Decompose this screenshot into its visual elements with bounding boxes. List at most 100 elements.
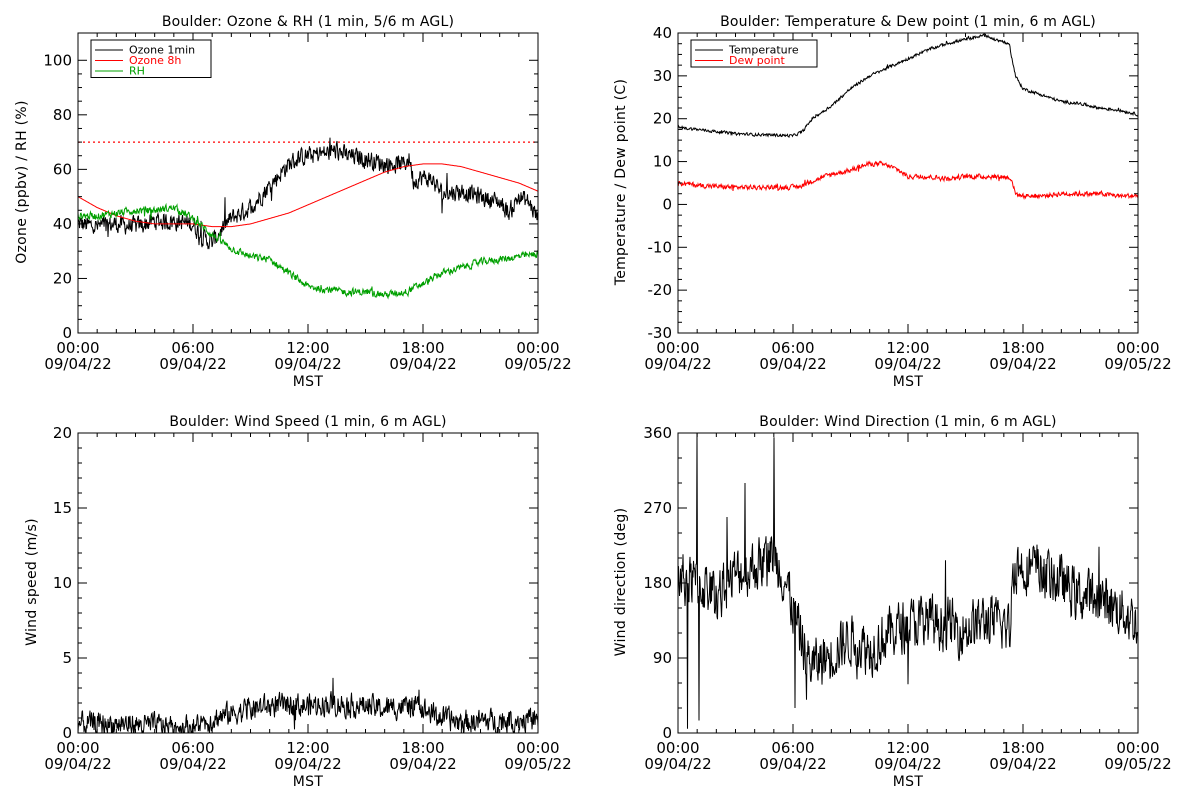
legend-label: Ozone 1min xyxy=(129,44,195,57)
y-tick-label: 100 xyxy=(43,51,72,69)
x-tick-label-time: 12:00 xyxy=(286,339,329,357)
x-tick-label-time: 00:00 xyxy=(656,339,699,357)
x-tick-label-time: 12:00 xyxy=(286,739,329,757)
y-axis-label-wind-speed: Wind speed (m/s) xyxy=(24,518,40,646)
series-line-rh xyxy=(78,202,538,300)
y-tick-label: 360 xyxy=(643,424,672,442)
series-line-temperature xyxy=(678,33,1138,139)
x-tick-label-date: 09/04/22 xyxy=(44,755,111,773)
x-tick-label-time: 18:00 xyxy=(1001,739,1044,757)
plot-wind-direction: 09018027036000:0009/04/2206:0009/04/2212… xyxy=(643,424,1171,773)
y-tick-label: 30 xyxy=(653,67,672,85)
y-tick-label: -10 xyxy=(648,238,673,256)
x-tick-label-time: 06:00 xyxy=(771,339,814,357)
x-tick-label-time: 00:00 xyxy=(656,739,699,757)
x-tick-label-time: 00:00 xyxy=(516,739,559,757)
panel-ozone-rh: Boulder: Ozone & RH (1 min, 5/6 m AGL) O… xyxy=(14,14,454,390)
x-tick-label-time: 00:00 xyxy=(1116,339,1159,357)
x-tick-label-date: 09/04/22 xyxy=(389,755,456,773)
x-tick-label-date: 09/04/22 xyxy=(159,355,226,373)
x-tick-label-time: 00:00 xyxy=(56,339,99,357)
y-tick-label: 20 xyxy=(53,269,72,287)
series-line xyxy=(78,677,538,733)
x-tick-label-date: 09/04/22 xyxy=(874,755,941,773)
x-tick-label-time: 06:00 xyxy=(171,739,214,757)
chart-title-temp-dew: Boulder: Temperature & Dew point (1 min,… xyxy=(720,14,1096,30)
y-tick-label: 0 xyxy=(62,324,72,342)
x-tick-label-date: 09/05/22 xyxy=(1104,755,1171,773)
legend-label: Ozone 8h xyxy=(129,54,181,67)
y-tick-label: 20 xyxy=(53,424,72,442)
series-line-ozone-1min xyxy=(78,137,538,250)
series-line xyxy=(678,433,1138,729)
x-tick-label-date: 09/04/22 xyxy=(159,755,226,773)
y-tick-label: 180 xyxy=(643,574,672,592)
y-tick-label: 5 xyxy=(62,649,72,667)
x-tick-label-date: 09/05/22 xyxy=(504,755,571,773)
x-tick-label-time: 12:00 xyxy=(886,739,929,757)
x-axis-label-temp-dew: MST xyxy=(893,374,924,390)
y-axis-label-wind-direction: Wind direction (deg) xyxy=(613,508,629,657)
x-tick-label-time: 18:00 xyxy=(401,339,444,357)
y-tick-label: 40 xyxy=(53,215,72,233)
x-tick-label-date: 09/04/22 xyxy=(389,355,456,373)
x-tick-label-time: 18:00 xyxy=(401,739,444,757)
panel-wind-speed: Boulder: Wind Speed (1 min, 6 m AGL) Win… xyxy=(24,414,446,790)
y-tick-label: 10 xyxy=(653,153,672,171)
y-axis-label-temp-dew: Temperature / Dew point (C) xyxy=(613,79,629,287)
x-tick-label-date: 09/04/22 xyxy=(989,755,1056,773)
y-tick-label: 270 xyxy=(643,499,672,517)
x-tick-label-date: 09/04/22 xyxy=(44,355,111,373)
y-tick-label: -30 xyxy=(648,324,673,342)
x-axis-label-ozone-rh: MST xyxy=(293,374,324,390)
y-tick-label: 10 xyxy=(53,574,72,592)
x-axis-label-wind-speed: MST xyxy=(293,774,324,790)
panel-wind-direction: Boulder: Wind Direction (1 min, 6 m AGL)… xyxy=(613,414,1057,790)
y-tick-label: -20 xyxy=(648,281,673,299)
y-tick-label: 40 xyxy=(653,24,672,42)
y-tick-label: 20 xyxy=(653,110,672,128)
x-tick-label-time: 12:00 xyxy=(886,339,929,357)
panel-temp-dew: Boulder: Temperature & Dew point (1 min,… xyxy=(613,14,1096,390)
x-tick-label-time: 00:00 xyxy=(1116,739,1159,757)
plot-frame xyxy=(677,32,1139,334)
legend-label: RH xyxy=(129,65,145,78)
chart-title-wind-speed: Boulder: Wind Speed (1 min, 6 m AGL) xyxy=(169,414,446,430)
x-tick-label-time: 00:00 xyxy=(56,739,99,757)
y-axis-label-ozone-rh: Ozone (ppbv) / RH (%) xyxy=(14,100,30,264)
x-tick-label-time: 18:00 xyxy=(1001,339,1044,357)
plot-frame xyxy=(77,432,539,734)
y-tick-label: 60 xyxy=(53,160,72,178)
x-tick-label-date: 09/04/22 xyxy=(759,755,826,773)
x-tick-label-date: 09/05/22 xyxy=(504,355,571,373)
y-tick-label: 0 xyxy=(662,195,672,213)
plot-ozone-rh: 02040608010000:0009/04/2206:0009/04/2212… xyxy=(43,32,572,373)
series-line-ozone-8h xyxy=(78,163,538,228)
y-tick-label: 90 xyxy=(653,649,672,667)
series-line-dew-point xyxy=(678,160,1138,201)
x-tick-label-date: 09/04/22 xyxy=(759,355,826,373)
x-tick-label-date: 09/04/22 xyxy=(644,755,711,773)
x-tick-label-date: 09/04/22 xyxy=(274,355,341,373)
legend-label: Dew point xyxy=(729,54,785,67)
chart-title-ozone-rh: Boulder: Ozone & RH (1 min, 5/6 m AGL) xyxy=(162,14,454,30)
x-tick-label-date: 09/04/22 xyxy=(874,355,941,373)
plot-wind-speed: 0510152000:0009/04/2206:0009/04/2212:000… xyxy=(44,424,571,773)
x-axis-label-wind-direction: MST xyxy=(893,774,924,790)
legend-box xyxy=(690,39,818,68)
x-tick-label-date: 09/04/22 xyxy=(989,355,1056,373)
y-tick-label: 15 xyxy=(53,499,72,517)
x-tick-label-time: 00:00 xyxy=(516,339,559,357)
chart-title-wind-direction: Boulder: Wind Direction (1 min, 6 m AGL) xyxy=(759,414,1056,430)
x-tick-label-time: 06:00 xyxy=(771,739,814,757)
x-tick-label-date: 09/05/22 xyxy=(1104,355,1171,373)
x-tick-label-date: 09/04/22 xyxy=(274,755,341,773)
x-tick-label-time: 06:00 xyxy=(171,339,214,357)
y-tick-label: 0 xyxy=(62,724,72,742)
legend-label: Temperature xyxy=(728,44,799,57)
x-tick-label-date: 09/04/22 xyxy=(644,355,711,373)
y-tick-label: 80 xyxy=(53,106,72,124)
plot-temp-dew: -30-20-1001020304000:0009/04/2206:0009/0… xyxy=(644,24,1171,373)
y-tick-label: 0 xyxy=(662,724,672,742)
